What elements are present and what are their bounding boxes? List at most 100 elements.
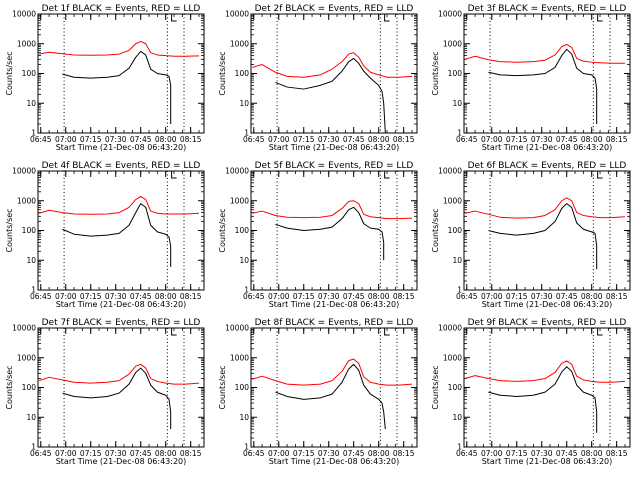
plot-frame: [250, 170, 418, 291]
x-tick-label: 07:30: [531, 292, 553, 301]
panel-det-9: Det 9f BLACK = Events, RED = LLD 1 10 100 10…: [431, 318, 631, 466]
x-tick-label: 08:15: [180, 292, 202, 301]
y-tick-label: 10000: [438, 167, 462, 176]
x-tick-label: 07:30: [318, 292, 340, 301]
y-tick-label: 10000: [12, 167, 36, 176]
marker-bracket: [384, 14, 390, 22]
series-line-lld: [38, 363, 200, 385]
x-tick-label: 08:00: [368, 135, 390, 144]
panel-title: Det 3f BLACK = Events, RED = LLD: [468, 4, 627, 14]
panel-title: Det 2f BLACK = Events, RED = LLD: [255, 4, 414, 14]
x-tick-label: 08:15: [606, 135, 628, 144]
x-tick-label: 06:45: [456, 449, 478, 458]
y-tick-label: 10: [452, 256, 462, 265]
plot-frame: [250, 13, 418, 134]
x-axis-label: Start Time (21-Dec-08 06:43:20): [56, 143, 187, 152]
x-tick-label: 07:00: [268, 135, 290, 144]
x-tick-label: 07:15: [80, 135, 102, 144]
y-axis-label: Counts/sec: [5, 208, 14, 252]
x-axis-label: Start Time (21-Dec-08 06:43:20): [269, 457, 400, 466]
x-tick-label: 06:45: [30, 292, 52, 301]
x-tick-label: 06:45: [243, 449, 265, 458]
x-tick-label: 08:00: [581, 135, 603, 144]
y-tick-label: 1: [31, 129, 36, 138]
x-tick-label: 08:15: [393, 292, 415, 301]
x-tick-label: 08:00: [155, 135, 177, 144]
marker-bracket: [384, 328, 390, 336]
x-tick-label: 07:45: [556, 292, 578, 301]
y-tick-label: 10000: [438, 324, 462, 333]
x-tick-label: 07:30: [105, 292, 127, 301]
panel-det-6: Det 6f BLACK = Events, RED = LLD 1 10 100 10…: [431, 161, 631, 309]
plot-frame: [250, 327, 418, 448]
y-tick-label: 10000: [12, 10, 36, 19]
x-tick-label: 07:45: [343, 292, 365, 301]
y-tick-label: 1000: [17, 196, 36, 205]
series-line-events: [62, 203, 172, 267]
y-tick-label: 100: [448, 383, 463, 392]
y-axis-label: Counts/sec: [218, 208, 227, 252]
series-line-events: [275, 57, 386, 134]
y-tick-label: 1000: [230, 39, 249, 48]
x-axis-label: Start Time (21-Dec-08 06:43:20): [482, 457, 613, 466]
x-tick-label: 07:45: [343, 135, 365, 144]
y-tick-label: 1: [457, 286, 462, 295]
y-tick-label: 1000: [17, 39, 36, 48]
panel-det-1: Det 1f BLACK = Events, RED = LLD 1 10 100 10…: [5, 4, 205, 152]
x-tick-label: 07:15: [80, 292, 102, 301]
panel-det-8: Det 8f BLACK = Events, RED = LLD 1 10 100 10…: [218, 318, 418, 466]
x-tick-label: 07:45: [343, 449, 365, 458]
y-tick-label: 100: [235, 226, 250, 235]
plot-frame: [37, 170, 205, 291]
x-tick-label: 08:00: [368, 292, 390, 301]
y-tick-label: 1000: [443, 196, 462, 205]
panel-title: Det 7f BLACK = Events, RED = LLD: [42, 318, 201, 328]
panel-title: Det 4f BLACK = Events, RED = LLD: [42, 161, 201, 171]
y-tick-label: 1000: [443, 353, 462, 362]
x-tick-label: 07:30: [318, 449, 340, 458]
x-tick-label: 07:15: [293, 292, 315, 301]
marker-bracket: [597, 171, 603, 179]
y-tick-label: 1: [244, 286, 249, 295]
y-tick-label: 10: [239, 413, 249, 422]
x-tick-label: 06:45: [30, 135, 52, 144]
x-tick-label: 07:00: [55, 292, 77, 301]
series-line-lld: [39, 40, 200, 57]
panel-det-4: Det 4f BLACK = Events, RED = LLD 1 10 100 10…: [5, 161, 205, 309]
y-tick-label: 10000: [225, 167, 249, 176]
panel-title: Det 9f BLACK = Events, RED = LLD: [468, 318, 627, 328]
x-tick-label: 07:45: [130, 449, 152, 458]
x-tick-label: 07:00: [268, 292, 290, 301]
marker-bracket: [597, 14, 603, 22]
x-tick-label: 06:45: [456, 292, 478, 301]
plot-frame: [37, 13, 205, 134]
series-line-lld: [464, 43, 625, 64]
y-tick-label: 10: [452, 413, 462, 422]
series-line-lld: [38, 195, 200, 215]
y-tick-label: 10: [239, 99, 249, 108]
series-line-lld: [251, 52, 413, 78]
y-tick-label: 10: [26, 99, 36, 108]
y-tick-label: 1: [457, 129, 462, 138]
y-tick-label: 10: [26, 256, 36, 265]
x-tick-label: 08:00: [581, 292, 603, 301]
y-tick-label: 100: [448, 69, 463, 78]
panel-title: Det 1f BLACK = Events, RED = LLD: [42, 4, 201, 14]
x-tick-label: 08:00: [368, 449, 390, 458]
y-axis-label: Counts/sec: [431, 365, 440, 409]
series-line-events: [488, 203, 598, 270]
x-tick-label: 08:15: [606, 292, 628, 301]
series-line-events: [62, 367, 172, 430]
x-tick-label: 07:00: [55, 449, 77, 458]
x-axis-label: Start Time (21-Dec-08 06:43:20): [269, 143, 400, 152]
x-tick-label: 08:15: [393, 135, 415, 144]
panel-det-3: Det 3f BLACK = Events, RED = LLD 1 10 100 10…: [431, 4, 631, 152]
x-tick-label: 06:45: [243, 135, 265, 144]
y-tick-label: 1000: [230, 353, 249, 362]
x-tick-label: 07:15: [506, 292, 528, 301]
y-tick-label: 100: [22, 226, 37, 235]
x-tick-label: 07:15: [506, 449, 528, 458]
series-line-events: [488, 366, 598, 433]
x-tick-label: 07:00: [481, 135, 503, 144]
plot-frame: [37, 327, 205, 448]
